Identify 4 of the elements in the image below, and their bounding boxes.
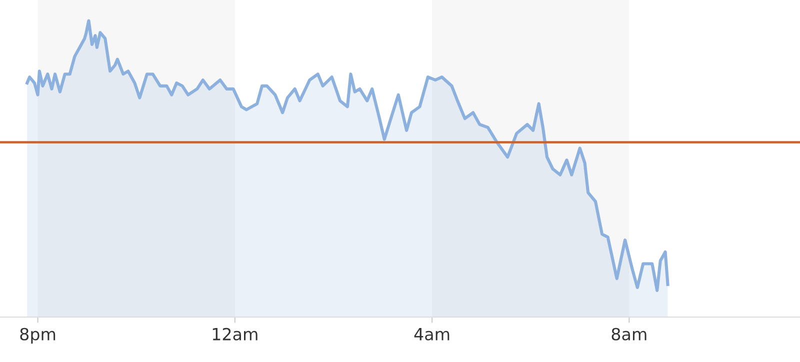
x-tick-label: 8pm [20, 328, 56, 344]
x-tick-label: 4am [414, 328, 450, 340]
x-tick-label: 12am [212, 328, 258, 340]
x-tick-label: 8am [612, 328, 646, 340]
